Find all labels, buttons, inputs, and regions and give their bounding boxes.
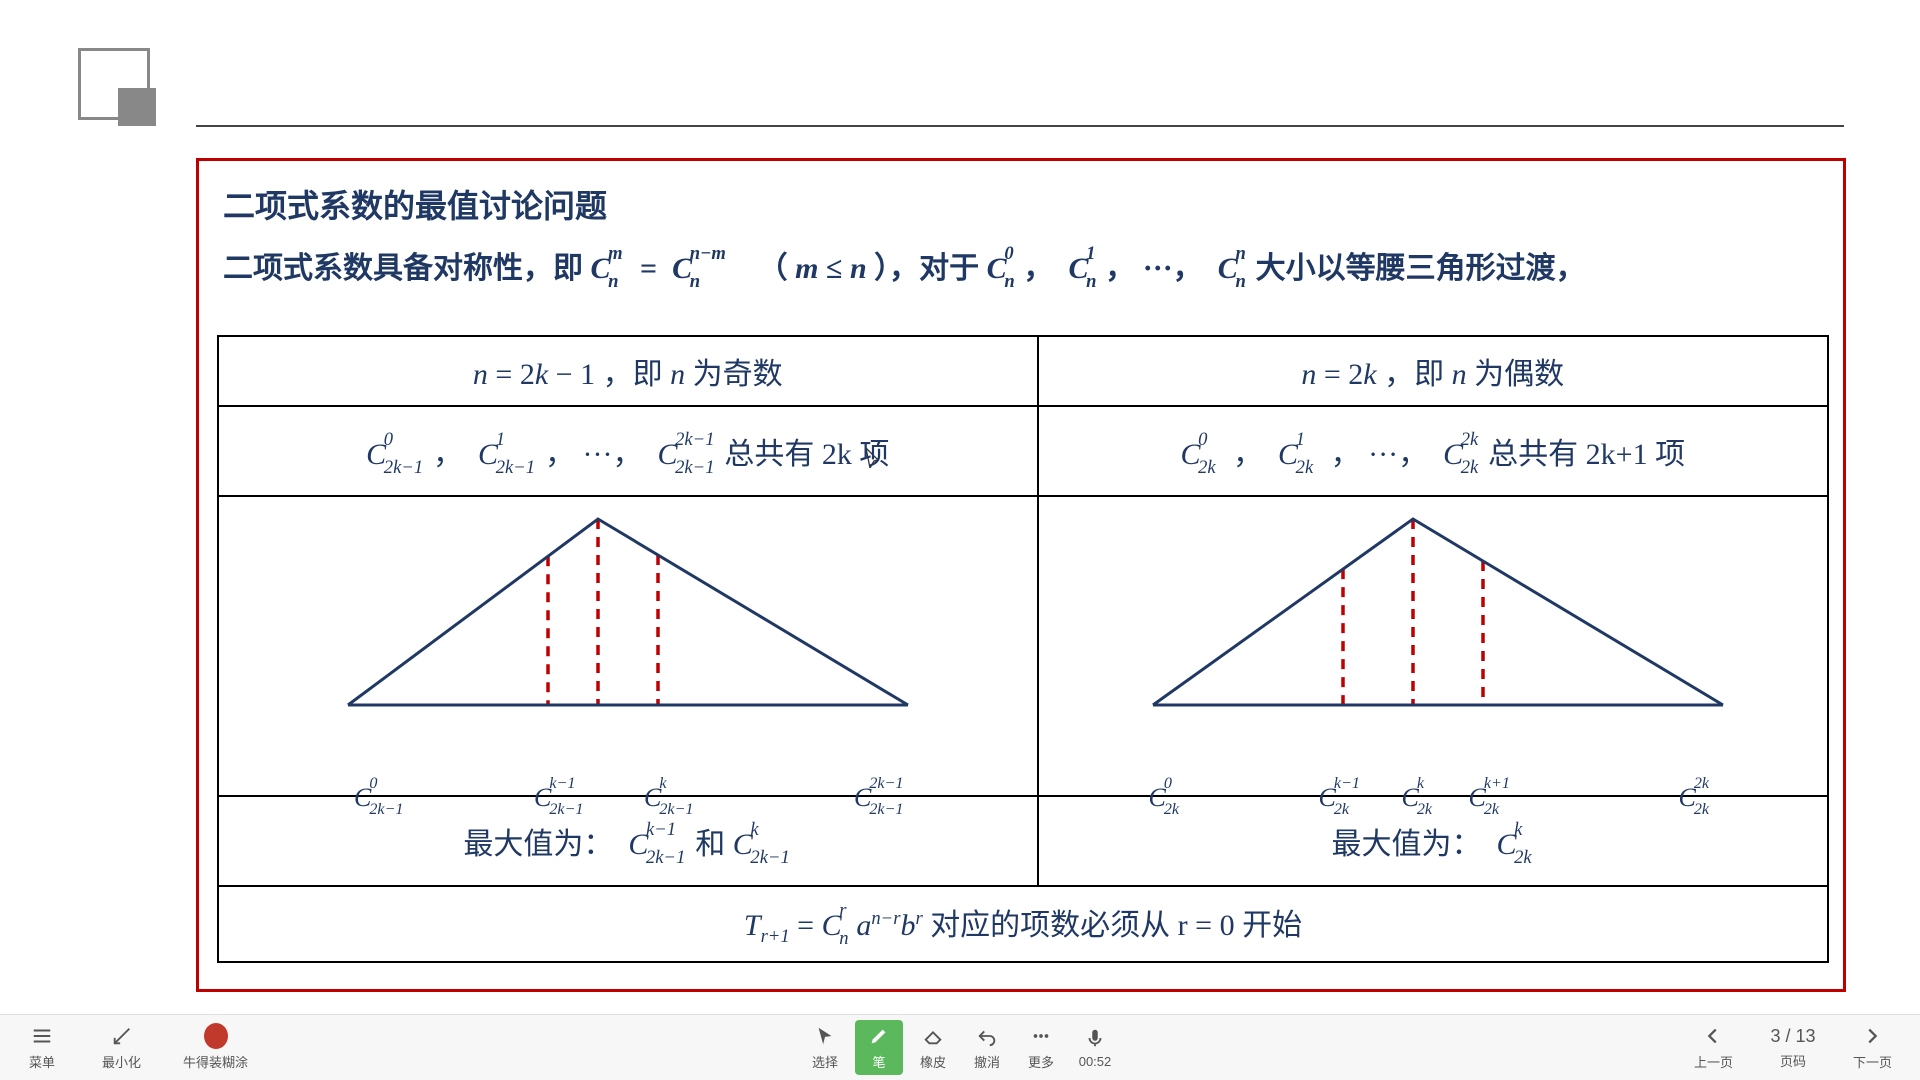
page-indicator: 3 / 13: [1753, 1026, 1833, 1047]
undo-button[interactable]: 撤消: [963, 1020, 1011, 1075]
menu-icon: [30, 1024, 54, 1048]
toolbar: 菜单最小化牛得装糊涂 选择笔橡皮撤消更多00:52 上一页 3 / 13 页码 …: [0, 1014, 1920, 1080]
row1-right: n = 2k ，即 n 为偶数: [1038, 336, 1828, 406]
minimize-button[interactable]: 最小化: [96, 1020, 147, 1075]
triangle-right-cell: C02k2kCk−12k2kCk2k2kCk+12k2kC2k2k2k: [1038, 496, 1828, 796]
subtitle-mid: ），对于: [874, 252, 979, 285]
select-label: 选择: [812, 1052, 838, 1071]
row2-left: C02k−12k−1 ， C12k−12k−1 ， ···， C2k−12k−1…: [218, 406, 1038, 496]
row1-left: n = 2k − 1 ，即 n 为奇数: [218, 336, 1038, 406]
minimize-label: 最小化: [102, 1052, 141, 1071]
menu-label: 菜单: [29, 1052, 55, 1071]
mic-button[interactable]: 00:52: [1071, 1022, 1119, 1073]
eraser-label: 橡皮: [920, 1052, 946, 1071]
subtitle: 二项式系数具备对称性，即 Cmnm = Cn−mnn−mm （ m ≤ n ），…: [199, 235, 1843, 301]
cursor-icon: [813, 1024, 837, 1048]
pen-button[interactable]: 笔: [855, 1020, 903, 1075]
triangle-left-cell: C02k−12k−1Ck−12k−12k−1Ck2k−12k−1C2k−12k−…: [218, 496, 1038, 796]
triangle-right: C02k2kCk−12k2kCk2k2kCk+12k2kC2k2k2k: [1039, 497, 1827, 795]
eraser-button[interactable]: 橡皮: [909, 1020, 957, 1075]
pen-label: 笔: [872, 1052, 885, 1071]
header-hr: [196, 125, 1844, 127]
more-label: 更多: [1028, 1052, 1054, 1071]
next-label: 下一页: [1853, 1052, 1892, 1071]
main-content-box: 二项式系数的最值讨论问题 二项式系数具备对称性，即 Cmnm = Cn−mnn−…: [196, 158, 1846, 992]
row4-left: 最大值为： Ck−12k−12k−1 和 Ck2k−12k−1: [218, 796, 1038, 886]
row2-right: C02k2k ， C12k2k ， ···， C2k2k2k 总共有 2k+1 …: [1038, 406, 1828, 496]
page-title: 二项式系数的最值讨论问题: [199, 161, 1843, 235]
mic-label: 00:52: [1079, 1054, 1112, 1069]
subtitle-prefix: 二项式系数具备对称性，即: [223, 252, 583, 285]
minimize-icon: [110, 1024, 134, 1048]
select-button[interactable]: 选择: [801, 1020, 849, 1075]
triangle-left: C02k−12k−1Ck−12k−12k−1Ck2k−12k−1C2k−12k−…: [219, 497, 1037, 795]
eraser-icon: [921, 1024, 945, 1048]
comparison-table: n = 2k − 1 ，即 n 为奇数 n = 2k ，即 n 为偶数 C02k…: [217, 335, 1829, 963]
subtitle-suffix: 大小以等腰三角形过渡，: [1256, 252, 1586, 285]
next-page-button[interactable]: 下一页: [1847, 1020, 1898, 1075]
mic-icon: [1083, 1026, 1107, 1050]
undo-icon: [975, 1024, 999, 1048]
prev-page-button[interactable]: 上一页: [1688, 1020, 1739, 1075]
undo-label: 撤消: [974, 1052, 1000, 1071]
page-label: 页码: [1780, 1051, 1806, 1070]
avatar-icon: [204, 1024, 228, 1048]
user-label: 牛得装糊涂: [183, 1052, 248, 1071]
more-button[interactable]: 更多: [1017, 1020, 1065, 1075]
menu-button[interactable]: 菜单: [18, 1020, 66, 1075]
dots-icon: [1029, 1024, 1053, 1048]
prev-label: 上一页: [1694, 1052, 1733, 1071]
pen-icon: [867, 1024, 891, 1048]
user-button[interactable]: 牛得装糊涂: [177, 1020, 254, 1075]
row5-formula: Tr+1 = Crnr an−rbr 对应的项数必须从 r = 0 开始: [218, 886, 1828, 962]
